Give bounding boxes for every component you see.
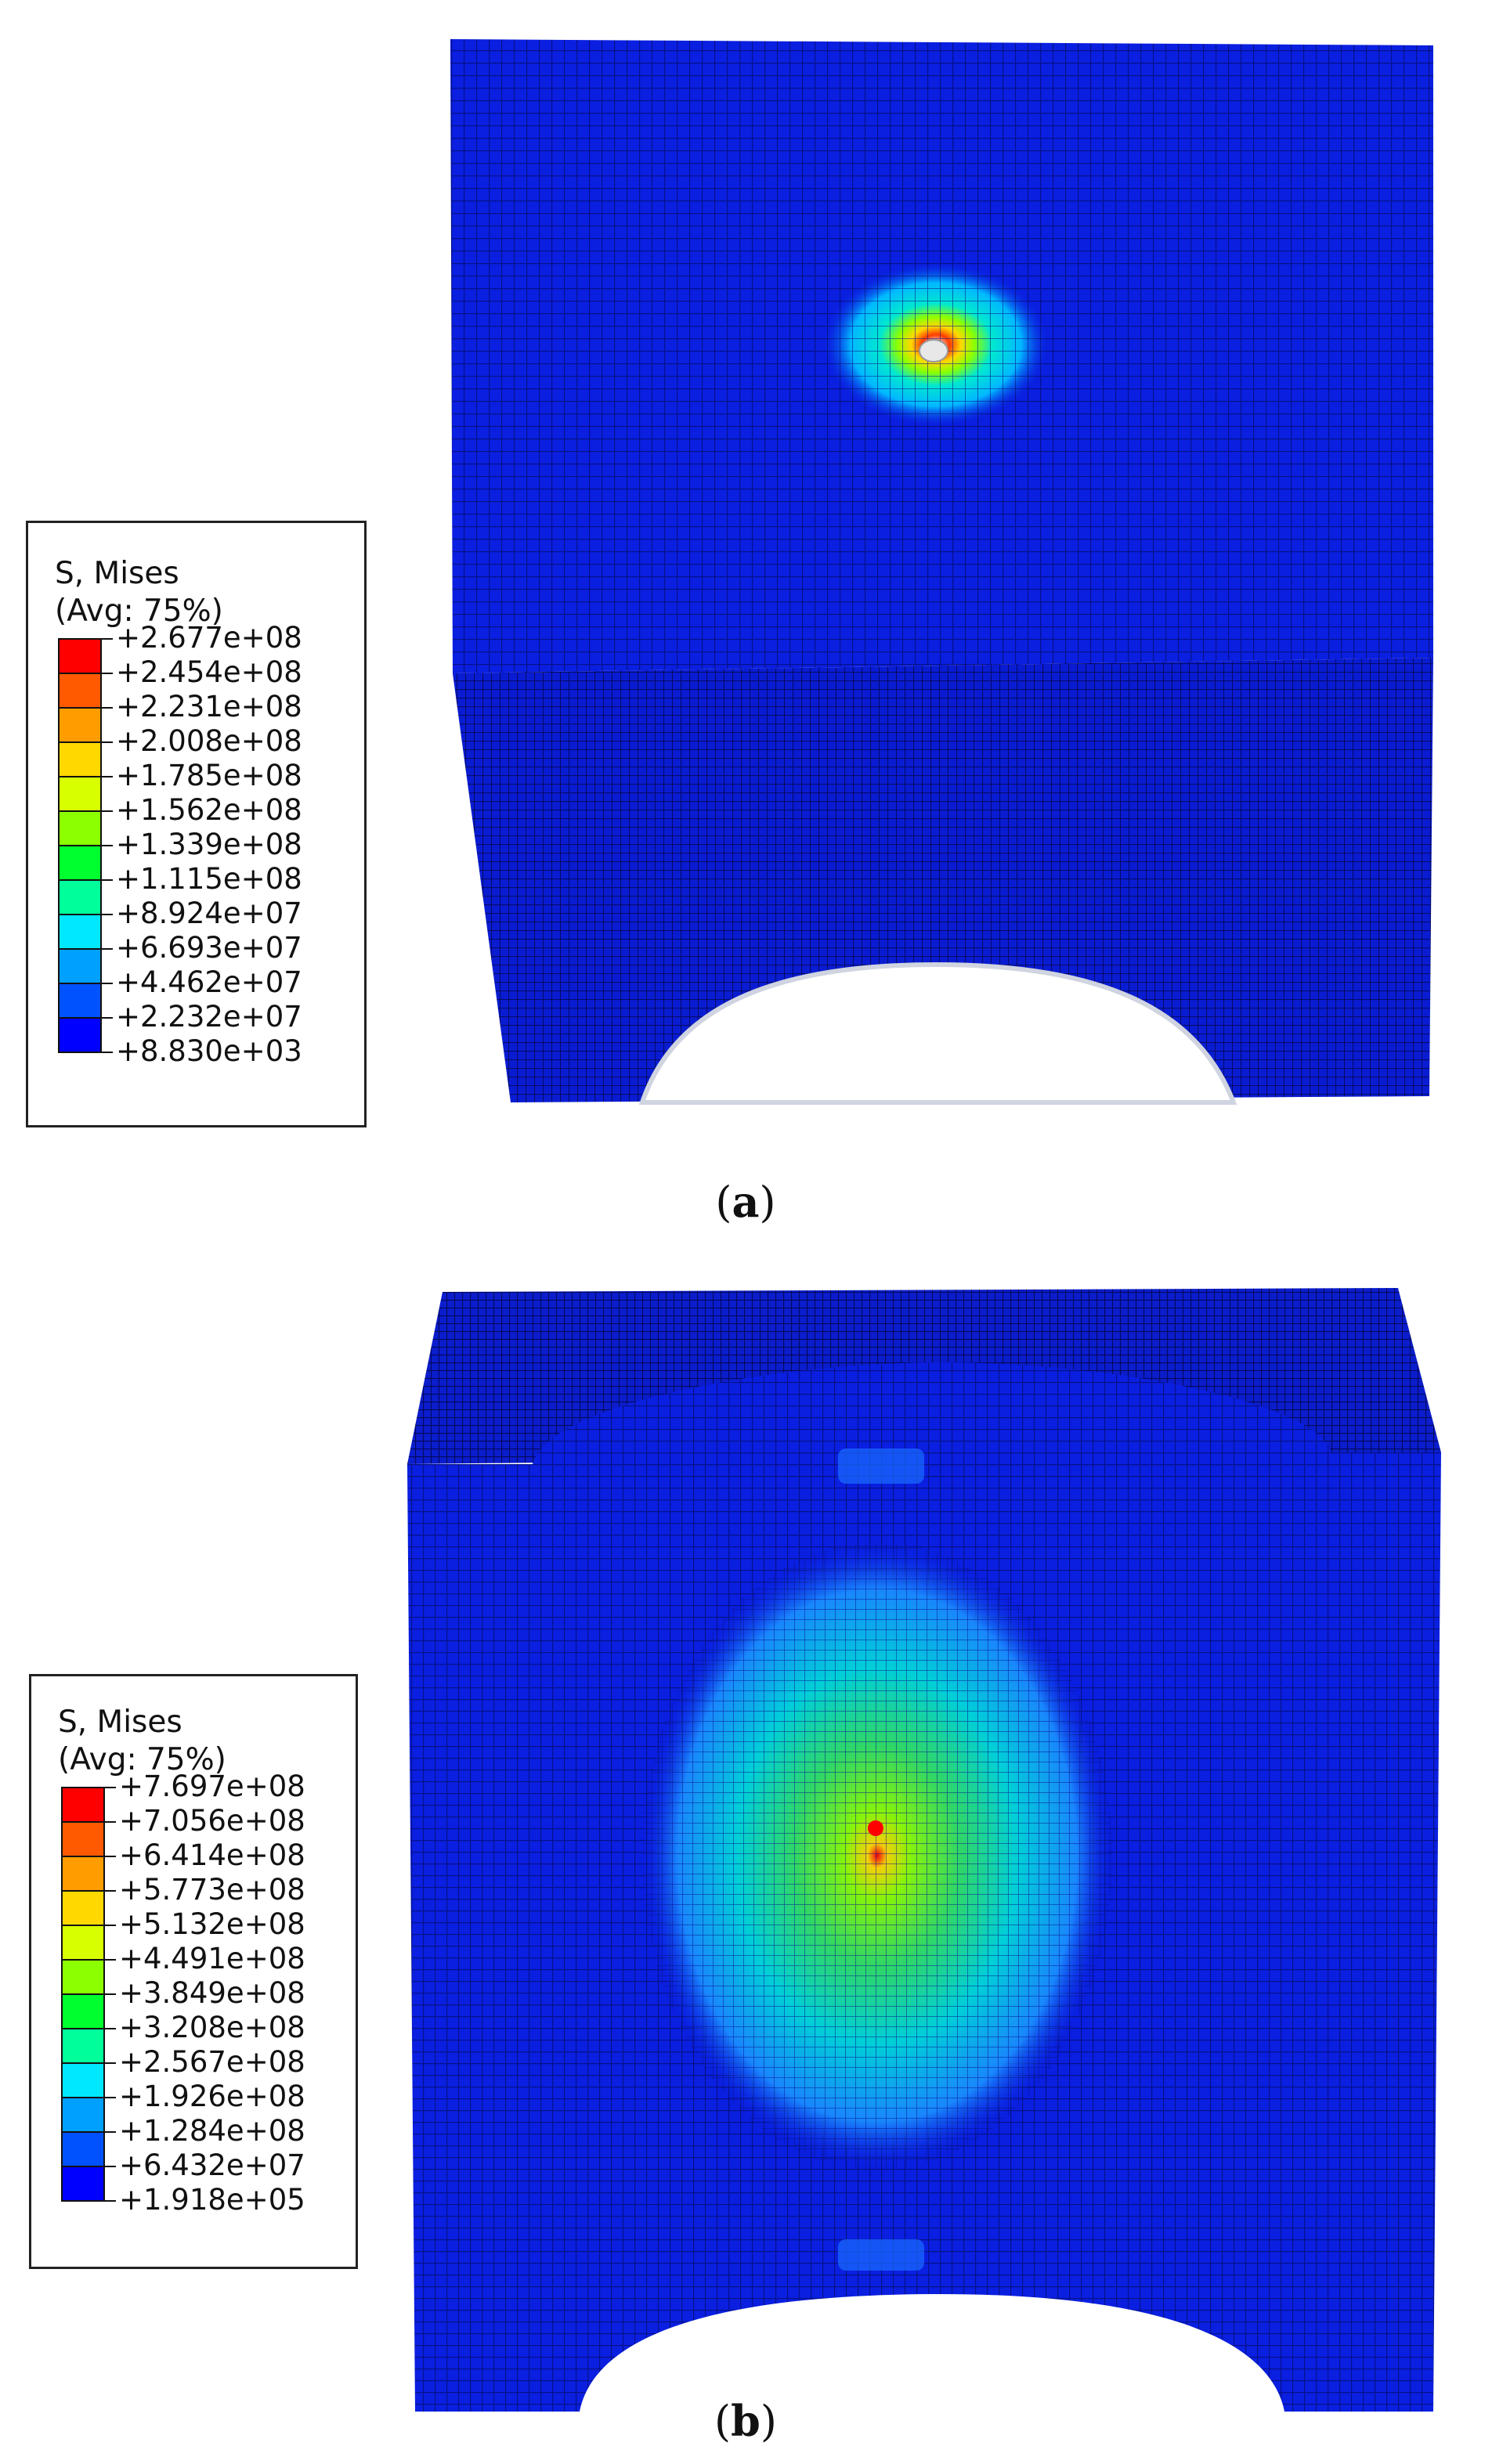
fe-model-view-b: [407, 1288, 1441, 2412]
legend-swatch: [58, 915, 102, 949]
fe-model-view-a: [450, 39, 1433, 1105]
legend-label: +5.773e+08: [119, 1873, 305, 1907]
legend-tick: [58, 845, 113, 846]
legend-swatch: [58, 983, 102, 1018]
stress-band-top: [838, 1448, 924, 1484]
legend-tick: [61, 2131, 116, 2133]
legend-swatch: [61, 1960, 105, 1994]
legend-tick: [61, 2200, 116, 2202]
legend-swatch: [61, 2132, 105, 2166]
panel-a: S, Mises (Avg: 75%) +2.677e+08 +2.454e+08…: [0, 0, 1492, 1227]
legend-tick: [58, 948, 113, 950]
legend-label: +1.785e+08: [116, 759, 302, 792]
legend-tick: [61, 2062, 116, 2064]
legend-label: +8.924e+07: [116, 896, 302, 930]
legend-label: +1.562e+08: [116, 793, 302, 827]
legend-tick: [58, 914, 113, 915]
legend-swatch: [58, 1018, 102, 1052]
legend-tick: [61, 2166, 116, 2167]
legend-tick: [58, 879, 113, 881]
legend-swatch: [61, 2098, 105, 2132]
legend-swatch: [58, 673, 102, 708]
legend-label: +2.232e+07: [116, 1000, 302, 1034]
stress-band-bottom: [838, 2239, 924, 2271]
legend-tick: [61, 1821, 116, 1823]
legend-swatch: [58, 639, 102, 673]
legend-label: +2.677e+08: [116, 621, 302, 655]
legend-swatch: [61, 1925, 105, 1960]
caption-a: (a): [715, 1177, 776, 1227]
legend-tick: [61, 1890, 116, 1892]
legend-label: +1.918e+05: [119, 2183, 305, 2217]
legend-b: S, Mises (Avg: 75%) +7.697e+08 +7.056e+08…: [29, 1674, 358, 2269]
legend-label: +3.208e+08: [119, 2011, 305, 2044]
block-right-wall-b: [1331, 1452, 1441, 2412]
impact-point-b: [868, 1820, 883, 1836]
legend-tick: [61, 1993, 116, 1995]
legend-label: +3.849e+08: [119, 1976, 305, 2010]
legend-swatch: [58, 777, 102, 811]
legend-swatch: [58, 811, 102, 846]
caption-b: (b): [714, 2396, 777, 2446]
block-left-wall-b: [407, 1464, 533, 2412]
legend-tick: [58, 1052, 113, 1053]
legend-label: +1.115e+08: [116, 862, 302, 896]
legend-swatch: [61, 1856, 105, 1891]
legend-label: +2.567e+08: [119, 2045, 305, 2079]
legend-tick: [61, 1925, 116, 1926]
legend-label: +5.132e+08: [119, 1907, 305, 1941]
legend-swatch: [58, 846, 102, 880]
legend-label: +1.926e+08: [119, 2080, 305, 2113]
legend-swatch: [61, 1994, 105, 2029]
legend-label: +1.284e+08: [119, 2114, 305, 2148]
impact-point-a: [919, 339, 948, 363]
legend-label: +2.231e+08: [116, 690, 302, 723]
legend-swatch: [61, 1788, 105, 1822]
legend-label: +7.697e+08: [119, 1770, 305, 1803]
legend-label: +1.339e+08: [116, 828, 302, 861]
legend-swatch: [58, 880, 102, 915]
legend-tick: [61, 2028, 116, 2029]
legend-tick: [61, 2097, 116, 2098]
legend-title-line1: S, Mises: [58, 1705, 182, 1740]
legend-label: +4.491e+08: [119, 1942, 305, 1975]
legend-tick: [61, 1787, 116, 1788]
legend-swatch: [58, 708, 102, 742]
legend-tick: [58, 810, 113, 812]
legend-title-line2: (Avg: 75%): [55, 593, 223, 629]
panel-b: S, Mises (Avg: 75%) +7.697e+08 +7.056e+08…: [0, 1253, 1492, 2464]
legend-tick: [61, 1856, 116, 1857]
legend-tick: [58, 707, 113, 709]
legend-tick: [61, 1959, 116, 1961]
legend-title-line2: (Avg: 75%): [58, 1742, 226, 1777]
legend-swatch: [61, 1891, 105, 1925]
legend-label: +8.830e+03: [116, 1034, 302, 1068]
legend-swatch: [58, 742, 102, 777]
legend-tick: [58, 1017, 113, 1019]
legend-tick: [58, 741, 113, 743]
legend-label: +6.414e+08: [119, 1838, 305, 1872]
legend-label: +6.693e+07: [116, 931, 302, 965]
legend-swatch: [58, 949, 102, 983]
legend-swatch: [61, 1822, 105, 1856]
legend-label: +4.462e+07: [116, 965, 302, 999]
legend-label: +7.056e+08: [119, 1804, 305, 1838]
legend-tick: [58, 673, 113, 674]
tunnel-opening: [638, 961, 1237, 1105]
legend-tick: [58, 776, 113, 777]
legend-label: +2.008e+08: [116, 724, 302, 758]
legend-swatch: [61, 2063, 105, 2098]
legend-label: +6.432e+07: [119, 2148, 305, 2182]
legend-tick: [58, 638, 113, 640]
legend-swatch: [61, 2029, 105, 2063]
legend-swatch: [61, 2166, 105, 2201]
legend-label: +2.454e+08: [116, 655, 302, 689]
block-front-face: [453, 658, 1433, 1102]
tunnel-opening-b: [580, 2294, 1284, 2412]
legend-title-line1: S, Mises: [55, 556, 179, 591]
legend-a: S, Mises (Avg: 75%) +2.677e+08 +2.454e+08…: [26, 521, 367, 1127]
legend-tick: [58, 983, 113, 984]
